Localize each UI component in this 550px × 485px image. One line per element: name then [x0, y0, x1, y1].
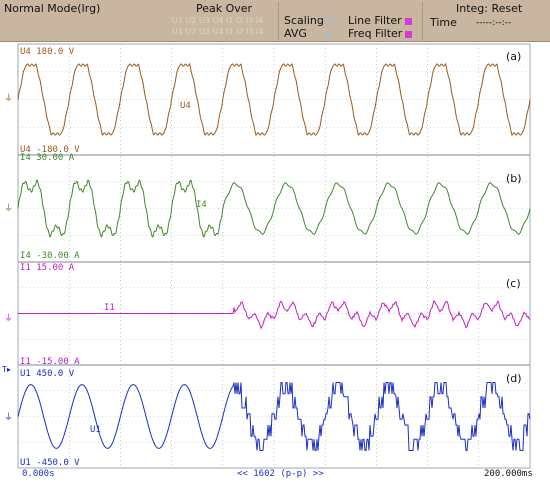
- ground-marker-icon: ⏚: [4, 203, 13, 214]
- channel-a-bottom-scale: U4 -180.0 V: [20, 145, 80, 155]
- peak-over-label: Peak Over: [196, 2, 253, 15]
- header-divider: [422, 2, 423, 40]
- channel-b-top-scale: I4 30.00 A: [20, 153, 75, 163]
- line-filter-indicator-icon: [404, 17, 412, 25]
- scaling-indicator-icon: [326, 17, 334, 25]
- waveform-display: U4 180.0 V U4 -180.0 V U4 (a) I4 30.00 A…: [1, 43, 533, 479]
- waveform-i1: [18, 299, 531, 330]
- line-filter-label: Line Filter: [348, 14, 412, 27]
- time-label: Time: [430, 16, 457, 29]
- record-info: << 1602 (p-p) >>: [237, 469, 324, 479]
- channel-c-letter: (c): [506, 277, 521, 290]
- peak-over-channels-2: U1 U2 U3 U4 I1 I2 I3 I4: [172, 27, 264, 36]
- mode-label: Normal Mode(Irg): [4, 2, 101, 15]
- channel-b-bottom-scale: I4 -30.00 A: [20, 251, 80, 261]
- channel-c-top-scale: I1 15.00 A: [20, 263, 75, 273]
- channel-b-letter: (b): [506, 172, 522, 185]
- freq-filter-label: Freq Filter: [348, 27, 413, 40]
- avg-label: AVG: [284, 27, 332, 40]
- waveform-u1: [17, 382, 531, 451]
- channel-c-trace-label: I1: [104, 303, 115, 313]
- channel-d-top-scale: U1 450.0 V: [20, 369, 75, 379]
- channel-a-top-scale: U4 180.0 V: [20, 47, 75, 57]
- integ-status: Integ: Reset: [456, 2, 523, 15]
- header-divider: [278, 2, 279, 40]
- grid: [17, 43, 531, 469]
- channel-c-bottom-scale: I1 -15.00 A: [20, 357, 80, 367]
- waveform-i4: [17, 179, 531, 238]
- channel-a-letter: (a): [506, 50, 521, 63]
- channel-a-trace-label: U4: [180, 101, 191, 111]
- waveform-u4: [17, 63, 531, 136]
- status-header: Normal Mode(Irg) Peak Over U1 U2 U3 U4 I…: [0, 0, 550, 42]
- trigger-marker-icon: T▸: [1, 365, 11, 374]
- avg-indicator-icon: [324, 30, 332, 38]
- ground-marker-icon: ⏚: [4, 412, 13, 423]
- ground-marker-icon: ⏚: [4, 93, 13, 104]
- ground-marker-icon: ⏚: [4, 313, 13, 324]
- peak-over-channels-1: U1 U2 U3 U4 I1 I2 I3 I4: [172, 16, 264, 25]
- channel-labels: U4 180.0 V U4 -180.0 V U4 (a) I4 30.00 A…: [1, 47, 533, 479]
- freq-filter-indicator-icon: [405, 30, 413, 38]
- scaling-label: Scaling: [284, 14, 334, 27]
- waveform-traces: [17, 63, 531, 451]
- time-start: 0.000s: [22, 469, 55, 479]
- channel-d-letter: (d): [506, 372, 522, 385]
- channel-b-trace-label: I4: [196, 200, 207, 210]
- time-end: 200.000ms: [484, 469, 533, 479]
- time-value: -----:--:--: [476, 18, 512, 28]
- channel-d-bottom-scale: U1 -450.0 V: [20, 458, 80, 468]
- channel-d-trace-label: U1: [90, 425, 101, 435]
